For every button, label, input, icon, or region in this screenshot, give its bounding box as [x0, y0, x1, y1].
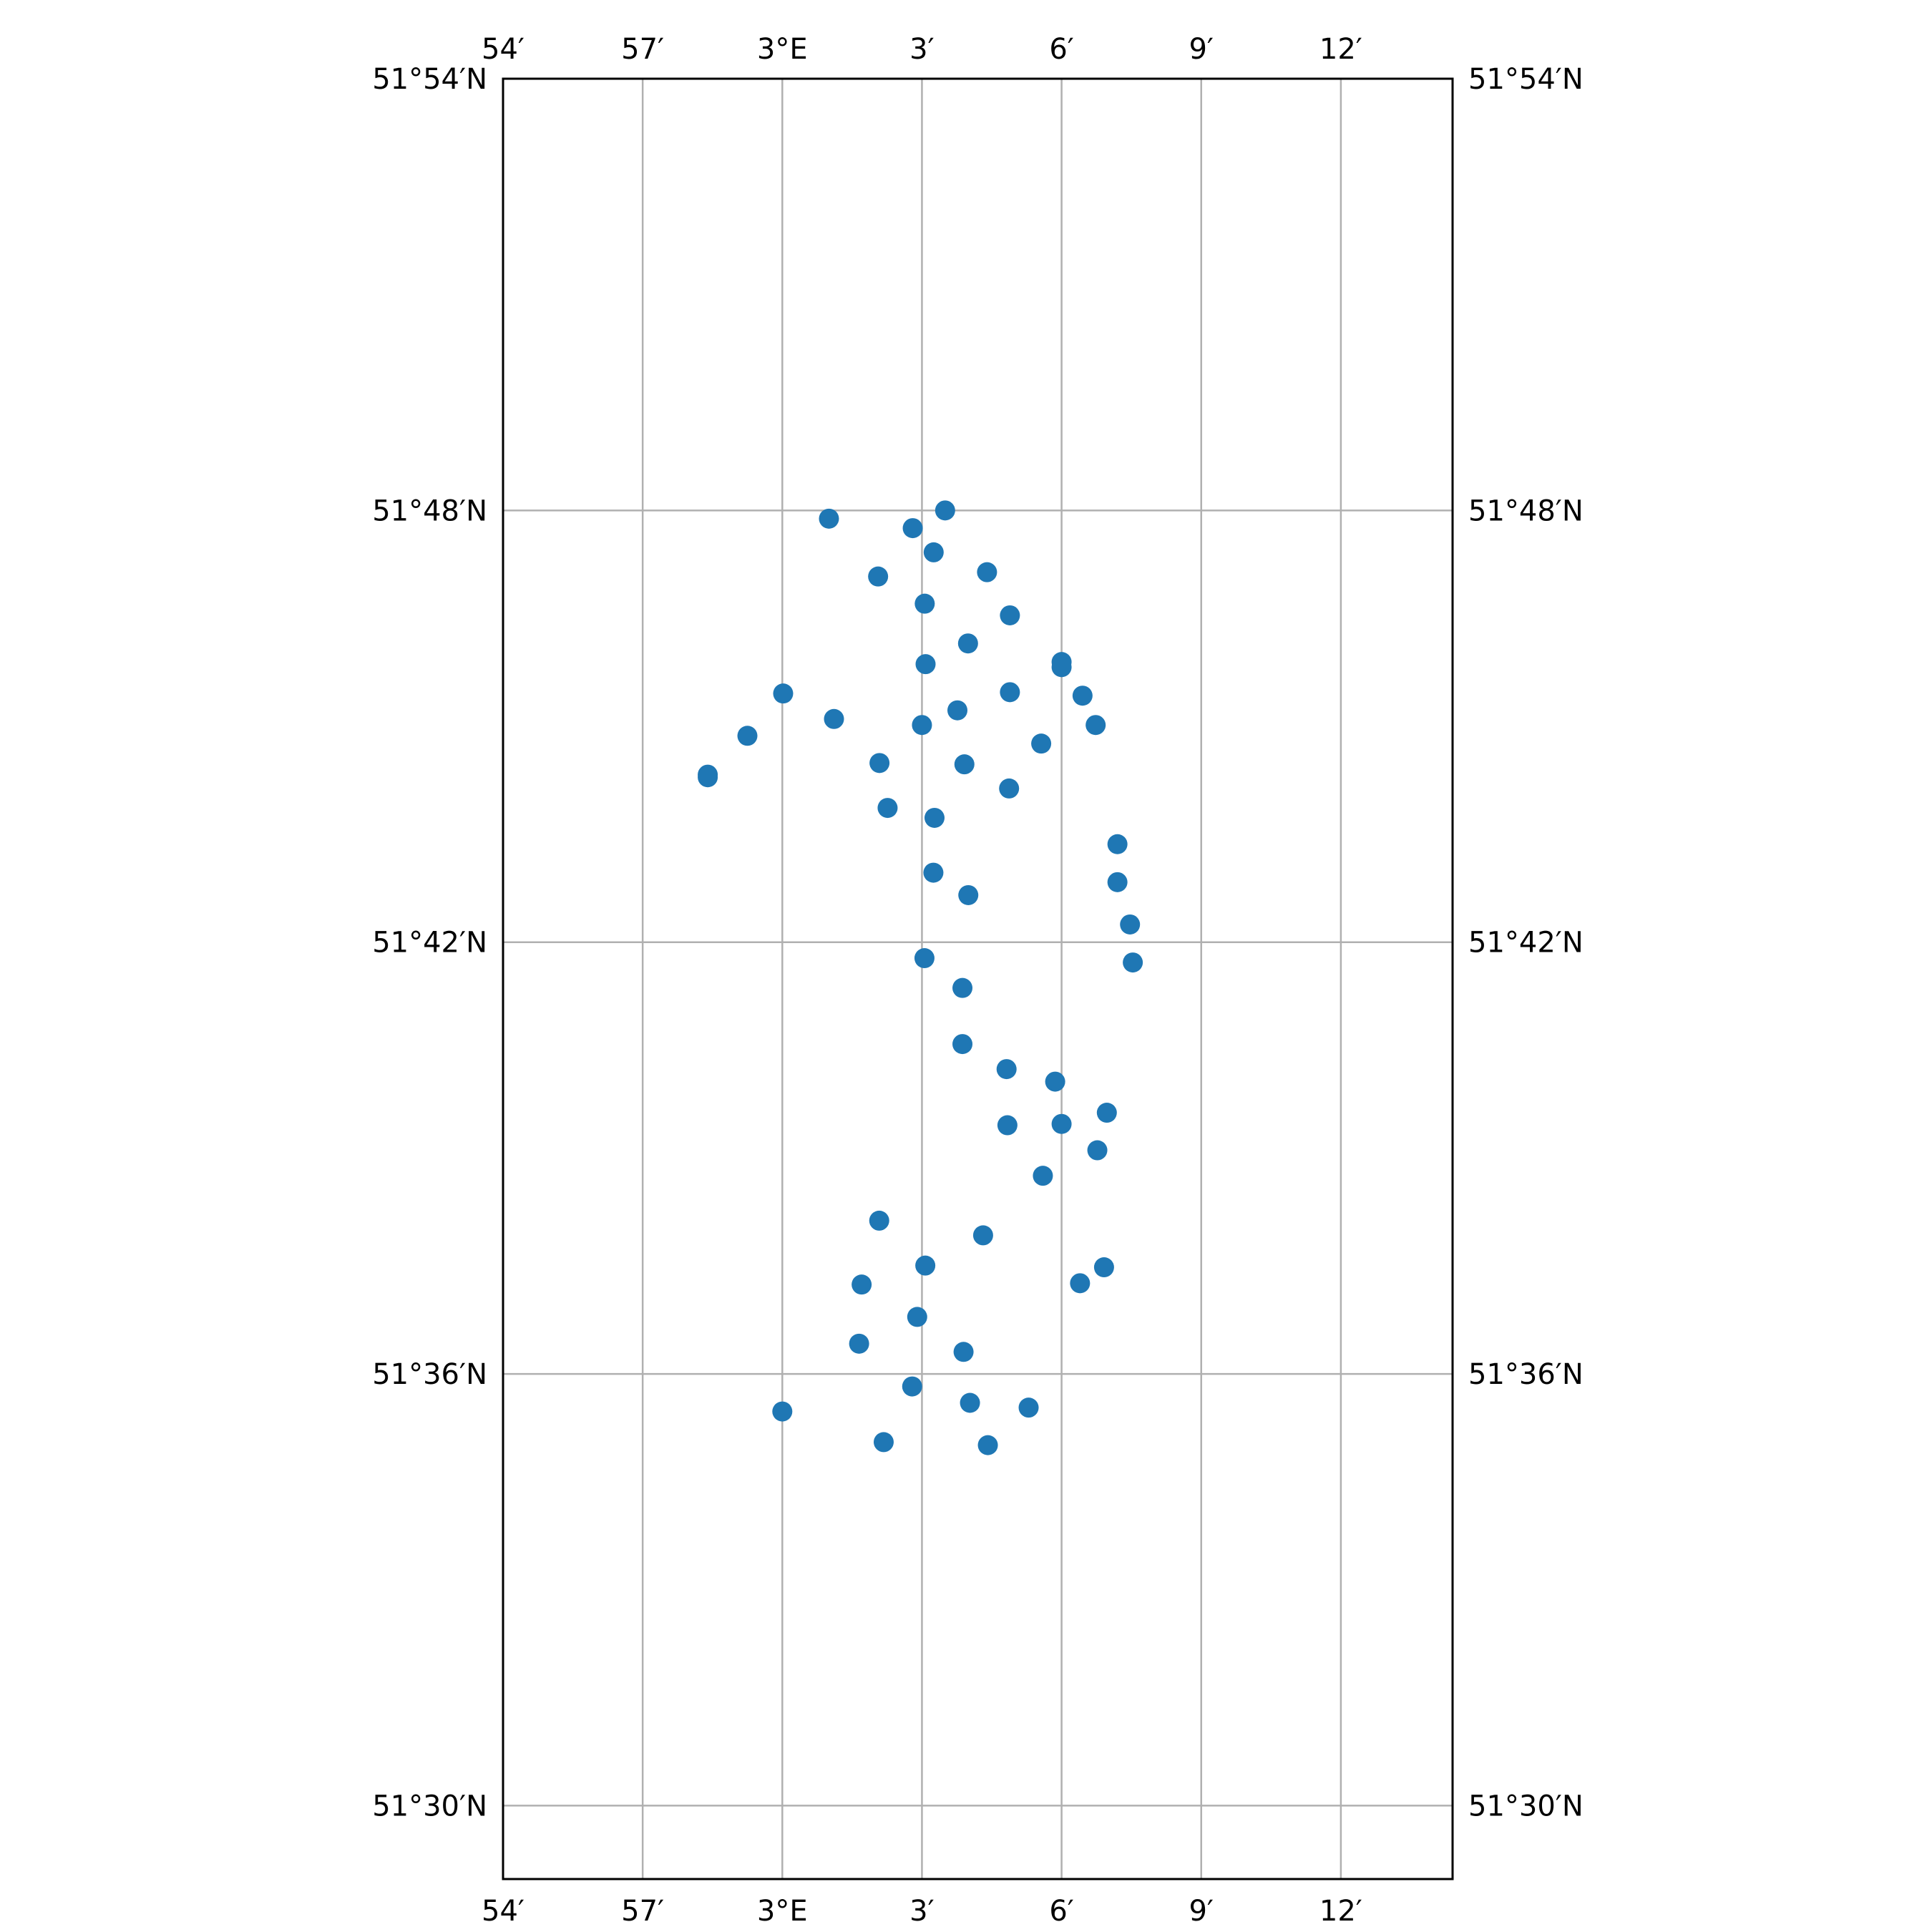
- data-point: [954, 754, 975, 775]
- data-point: [1107, 834, 1128, 854]
- data-point: [1107, 872, 1128, 892]
- data-point: [999, 778, 1020, 799]
- data-point: [849, 1333, 869, 1354]
- lon-tick-label-bottom: 54′: [482, 1895, 525, 1928]
- data-point: [1085, 715, 1106, 736]
- data-point: [1033, 1166, 1053, 1186]
- data-point: [902, 1376, 922, 1397]
- data-point: [1000, 682, 1020, 703]
- lat-tick-label-right: 51°54′N: [1468, 63, 1584, 96]
- data-point: [1093, 1257, 1114, 1278]
- data-point: [737, 726, 758, 746]
- data-point: [1045, 1071, 1065, 1092]
- data-point: [869, 753, 890, 774]
- data-point: [824, 708, 844, 729]
- data-point: [1087, 1140, 1108, 1161]
- data-point: [960, 1392, 980, 1413]
- data-point: [957, 633, 978, 654]
- data-point: [773, 683, 794, 704]
- lon-tick-label-bottom: 3′: [909, 1895, 935, 1928]
- data-point: [914, 948, 935, 969]
- lon-tick-label-top: 3°E: [757, 33, 808, 66]
- data-point: [1123, 952, 1143, 973]
- data-point: [1072, 686, 1093, 706]
- data-point: [977, 1435, 998, 1455]
- gridlines: [503, 79, 1453, 1879]
- lon-tick-label-bottom: 3°E: [757, 1895, 808, 1928]
- lat-tick-label-left: 51°48′N: [372, 494, 487, 527]
- data-point: [997, 1115, 1018, 1136]
- lat-tick-label-right: 51°48′N: [1468, 494, 1584, 527]
- lat-tick-label-right: 51°42′N: [1468, 927, 1584, 960]
- lon-tick-label-top: 57′: [621, 33, 664, 66]
- data-point: [1051, 1113, 1072, 1134]
- lon-tick-label-top: 12′: [1319, 33, 1362, 66]
- data-point: [877, 798, 898, 819]
- lat-tick-label-left: 51°42′N: [372, 927, 487, 960]
- lat-tick-label-right: 51°36′N: [1468, 1358, 1584, 1391]
- data-point: [772, 1401, 793, 1422]
- data-point: [996, 1059, 1017, 1080]
- data-point: [902, 518, 923, 539]
- data-point: [819, 508, 839, 529]
- lat-tick-label-right: 51°30′N: [1468, 1790, 1584, 1823]
- lon-tick-label-top: 6′: [1049, 33, 1074, 66]
- data-point: [1096, 1103, 1117, 1123]
- data-point: [924, 807, 945, 828]
- lon-tick-label-bottom: 9′: [1189, 1895, 1214, 1928]
- lat-tick-label-left: 51°54′N: [372, 63, 487, 96]
- data-point: [914, 593, 935, 614]
- data-point: [958, 884, 979, 905]
- data-point: [935, 500, 955, 521]
- data-point: [869, 1210, 889, 1231]
- data-point: [1120, 914, 1141, 935]
- lon-tick-label-top: 3′: [909, 33, 935, 66]
- data-point: [1031, 733, 1052, 754]
- data-point: [923, 542, 944, 562]
- data-point: [912, 715, 932, 736]
- data-point: [852, 1274, 872, 1295]
- data-point: [873, 1432, 894, 1453]
- data-point: [698, 767, 718, 788]
- data-point: [907, 1307, 927, 1327]
- data-point: [953, 1342, 974, 1362]
- lat-tick-label-left: 51°30′N: [372, 1790, 487, 1823]
- data-points: [698, 500, 1143, 1455]
- data-point: [952, 1034, 973, 1055]
- data-point: [1000, 605, 1020, 625]
- data-point: [972, 1225, 993, 1246]
- data-point: [947, 700, 968, 721]
- data-point: [1051, 657, 1072, 678]
- data-point: [868, 566, 889, 587]
- lon-tick-label-top: 54′: [482, 33, 525, 66]
- lon-tick-label-top: 9′: [1189, 33, 1214, 66]
- lon-tick-label-bottom: 57′: [621, 1895, 664, 1928]
- data-point: [1018, 1397, 1039, 1418]
- data-point: [915, 654, 936, 675]
- data-point: [977, 562, 997, 582]
- data-point: [952, 977, 973, 998]
- data-point: [915, 1255, 936, 1276]
- lon-tick-label-bottom: 12′: [1319, 1895, 1362, 1928]
- data-point: [1070, 1273, 1091, 1294]
- map-frame: [502, 77, 1454, 1880]
- lat-tick-label-left: 51°36′N: [372, 1358, 487, 1391]
- data-point: [923, 862, 944, 883]
- lon-tick-label-bottom: 6′: [1049, 1895, 1074, 1928]
- tick-labels: 54′ 54′ 57′ 57′ 3°E 3°E 3′ 3′ 6′ 6′ 9′ 9′ 12′ 12′ 51°5…: [372, 33, 1584, 1928]
